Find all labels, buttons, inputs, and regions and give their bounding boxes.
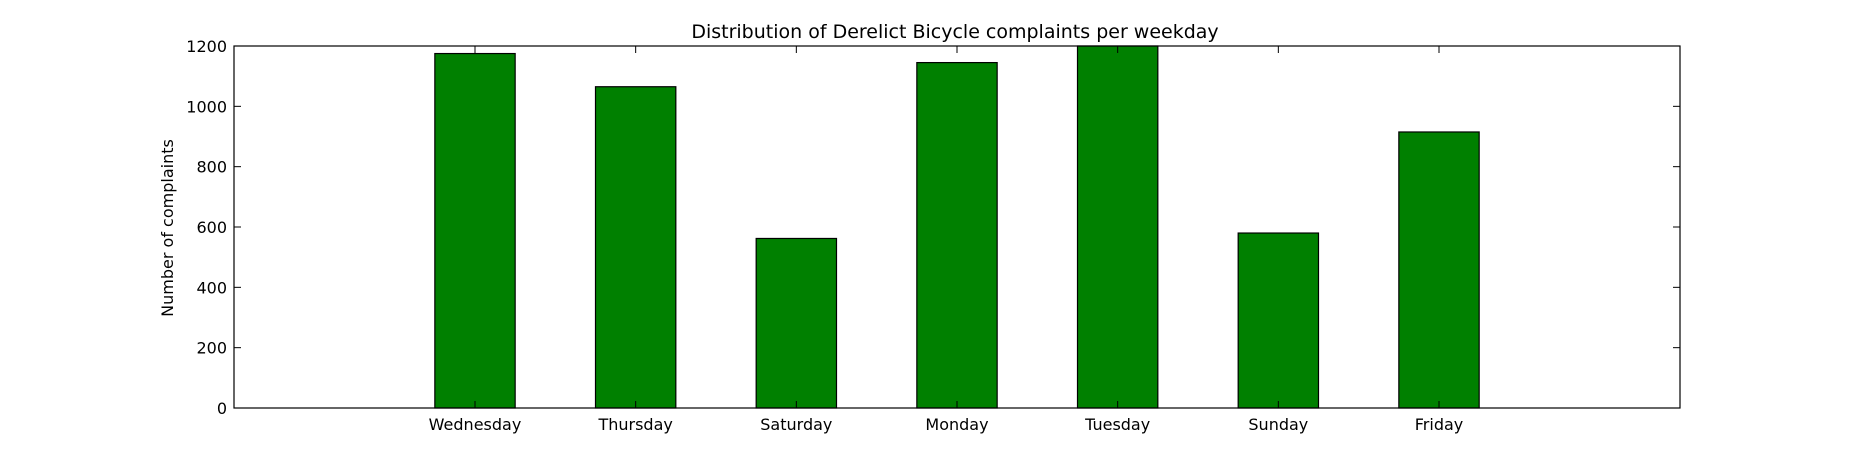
x-tick-label: Wednesday [429,415,522,434]
y-tick-label: 0 [217,399,227,418]
y-tick-label: 1200 [186,37,227,56]
x-tick-label: Tuesday [1084,415,1150,434]
bar-saturday [755,237,838,409]
bar-friday [1398,131,1480,409]
bar-thursday [594,86,677,409]
bar-monday [916,61,998,409]
y-tick-label: 600 [196,218,227,237]
y-tick-label: 200 [196,339,227,358]
y-axis-label: Number of complaints [158,139,177,317]
y-tick-label: 400 [196,278,227,297]
y-tick-label: 1000 [186,97,227,116]
x-tick-label: Friday [1415,415,1464,434]
bar-sunday [1237,232,1320,409]
x-tick-label: Saturday [760,415,832,434]
plot-area: 0 200 400 600 800 1000 1200 Wednesday Thursday Sa… [186,37,1681,434]
bar-wednesday [434,52,516,409]
x-tick-label: Sunday [1248,415,1308,434]
chart-title: Distribution of Derelict Bicycle complai… [691,21,1218,43]
x-tick-label: Monday [925,415,988,434]
y-tick-label: 800 [196,158,227,177]
x-tick-label: Thursday [597,415,672,434]
bar-tuesday [1076,45,1159,409]
